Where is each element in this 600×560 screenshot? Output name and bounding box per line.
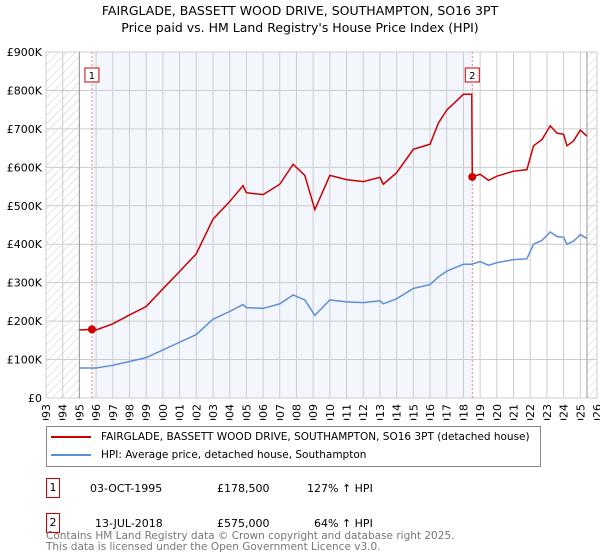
x-tick-label: 2001 — [174, 404, 187, 420]
sale-hpi: 64% ↑ HPI — [314, 516, 373, 530]
legend-label: HPI: Average price, detached house, Sout… — [101, 449, 367, 461]
x-tick-label: 1997 — [107, 404, 120, 420]
sale-annotation-box — [84, 67, 100, 83]
legend-item-hpi: HPI: Average price, detached house, Sout… — [51, 449, 366, 461]
footer-line-1: Contains HM Land Registry data © Crown c… — [46, 530, 455, 542]
series-line — [79, 93, 588, 331]
legend: FAIRGLADE, BASSETT WOOD DRIVE, SOUTHAMPT… — [46, 426, 541, 467]
x-tick-label: 2017 — [441, 404, 454, 420]
y-tick-label: £600K — [7, 161, 43, 174]
x-tick-label: 2018 — [457, 404, 470, 420]
x-tick-label: 2025 — [574, 404, 587, 420]
sale-point — [468, 172, 477, 181]
x-tick-label: 2006 — [257, 404, 270, 420]
footer-line-2: This data is licensed under the Open Gov… — [46, 541, 381, 553]
sale-badge: 2 — [46, 513, 60, 533]
sale-date: 13-JUL-2018 — [95, 516, 163, 530]
x-tick-label: 2022 — [524, 404, 537, 420]
chart-subtitle: Price paid vs. HM Land Registry's House … — [121, 20, 479, 35]
y-tick-label: £800K — [7, 84, 43, 97]
y-tick-label: £100K — [7, 354, 43, 367]
legend-swatch-blue — [51, 454, 91, 456]
sale-hpi: 127% ↑ HPI — [307, 481, 373, 495]
y-tick-label: £400K — [7, 238, 43, 251]
sale-price: £575,000 — [217, 516, 270, 530]
x-tick-label: 2011 — [341, 404, 354, 420]
x-tick-label: 1999 — [140, 404, 153, 420]
legend-label: FAIRGLADE, BASSETT WOOD DRIVE, SOUTHAMPT… — [101, 431, 530, 443]
x-tick-label: 1996 — [90, 404, 103, 420]
plot-area: 1993 1994 1995 1996 1997 1998 1999 2000 2001 2002… — [7, 46, 600, 420]
x-tick-label: 1993 — [40, 404, 53, 420]
sale-point — [87, 325, 96, 334]
x-tick-label: 1998 — [123, 404, 136, 420]
x-tick-label: 2015 — [407, 404, 420, 420]
series-line — [79, 230, 588, 369]
x-tick-label: 2004 — [224, 404, 237, 420]
x-tick-label: 2014 — [391, 404, 404, 420]
x-tick-label: 2008 — [290, 404, 303, 420]
y-tick-label: £500K — [7, 200, 43, 213]
sale-date: 03-OCT-1995 — [90, 481, 163, 495]
x-tick-label: 2016 — [424, 404, 437, 420]
sale-annotation-label: 1 — [89, 71, 95, 82]
x-tick-label: 2000 — [157, 404, 170, 420]
sale-badge: 1 — [46, 478, 60, 498]
no-data-hatch-right — [586, 52, 597, 398]
x-tick-label: 2021 — [508, 404, 521, 420]
sale-price: £178,500 — [217, 481, 270, 495]
sale-row-1: 1 03-OCT-1995 £178,500 127% ↑ HPI — [46, 478, 373, 498]
legend-swatch-red — [51, 436, 91, 438]
sale-annotation-box — [464, 67, 480, 83]
legend-item-property: FAIRGLADE, BASSETT WOOD DRIVE, SOUTHAMPT… — [51, 431, 530, 443]
x-tick-label: 2009 — [307, 404, 320, 420]
x-tick-label: 2010 — [324, 404, 337, 420]
x-tick-label: 2013 — [374, 404, 387, 420]
chart-title: FAIRGLADE, BASSETT WOOD DRIVE, SOUTHAMPT… — [101, 3, 499, 18]
y-tick-label: £200K — [7, 315, 43, 328]
x-tick-label: 2020 — [491, 404, 504, 420]
y-tick-label: £300K — [7, 277, 43, 290]
x-tick-label: 1994 — [57, 404, 70, 420]
x-tick-label: 2007 — [274, 404, 287, 420]
sale-row-2: 2 13-JUL-2018 £575,000 64% ↑ HPI — [46, 513, 373, 533]
x-tick-label: 2002 — [190, 404, 203, 420]
x-tick-label: 2026 — [591, 404, 600, 420]
x-tick-label: 2023 — [541, 404, 554, 420]
x-tick-label: 1995 — [73, 404, 86, 420]
x-tick-label: 2024 — [558, 404, 571, 420]
sale-annotation-label: 2 — [469, 71, 475, 82]
x-tick-label: 2019 — [474, 404, 487, 420]
ownership-shade — [91, 52, 473, 398]
x-tick-label: 2012 — [357, 404, 370, 420]
x-tick-label: 2003 — [207, 404, 220, 420]
y-tick-label: £700K — [7, 123, 43, 136]
x-tick-label: 2005 — [240, 404, 253, 420]
y-tick-label: £0 — [28, 392, 42, 405]
y-tick-label: £900K — [7, 46, 43, 59]
